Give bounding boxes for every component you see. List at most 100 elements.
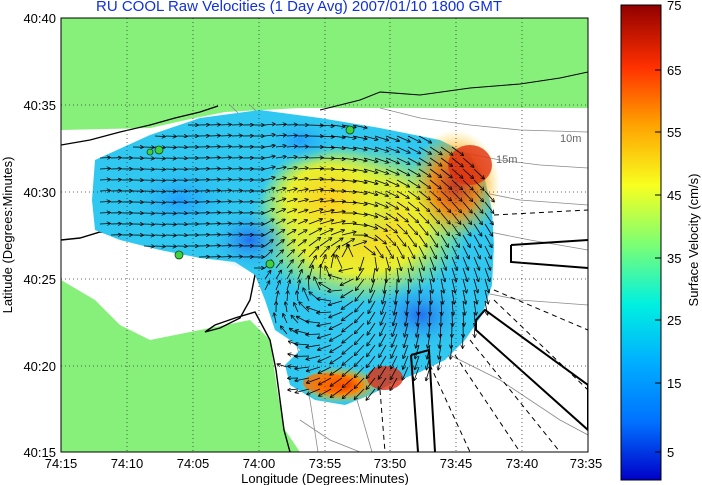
velocity-arrow	[286, 168, 297, 169]
colorbar-tick-label: 45	[667, 188, 681, 203]
colorbar-tick-label: 5	[667, 445, 674, 460]
velocity-arrow	[429, 190, 441, 200]
velocity-arrow	[275, 209, 285, 214]
velocity-arrow	[407, 179, 420, 188]
velocity-arrow	[319, 200, 334, 202]
velocity-arrow	[342, 377, 354, 387]
velocity-arrow	[396, 223, 407, 234]
velocity-arrow	[347, 244, 354, 258]
velocity-arrow	[308, 199, 323, 203]
graticule	[61, 18, 588, 452]
velocity-arrow	[429, 179, 441, 189]
velocity-arrow	[329, 300, 343, 305]
velocity-arrow	[355, 289, 365, 301]
velocity-arrow	[396, 245, 404, 258]
velocity-arrow	[303, 288, 310, 302]
velocity-arrow	[286, 270, 292, 280]
velocity-arrow	[354, 388, 365, 399]
velocity-arrow	[286, 240, 295, 247]
velocity-arrow	[306, 334, 321, 335]
velocity-arrow	[295, 367, 310, 369]
velocity-arrow	[414, 366, 420, 380]
velocity-arrow	[440, 267, 445, 281]
colorbar-tick-label: 65	[667, 63, 681, 78]
velocity-arrow	[429, 234, 437, 247]
velocity-arrow	[379, 355, 387, 368]
velocity-arrow	[275, 146, 286, 147]
velocity-arrow	[342, 311, 354, 320]
velocity-arrow	[418, 190, 430, 200]
velocity-arrow	[440, 168, 452, 178]
velocity-arrow	[275, 240, 284, 247]
velocity-arrow	[385, 223, 397, 233]
velocity-arrow	[297, 220, 307, 225]
colorbar-tick-label: 25	[667, 313, 681, 328]
velocity-arrow	[363, 168, 377, 173]
velocity-arrow	[286, 250, 294, 258]
velocity-arrow	[396, 168, 409, 175]
velocity-arrow	[297, 250, 305, 258]
velocity-arrow	[418, 157, 431, 165]
velocity-arrow	[396, 179, 409, 187]
velocity-arrow	[320, 265, 321, 280]
velocity-arrow	[418, 223, 428, 235]
velocity-arrow	[367, 355, 376, 367]
velocity-arrow	[429, 256, 435, 270]
velocity-arrow	[291, 316, 299, 324]
y-axis: 40:40 40:35 40:30 40:25 40:20 40:15 Lati…	[0, 11, 56, 460]
velocity-arrow	[275, 230, 284, 236]
velocity-arrow	[319, 246, 329, 258]
velocity-arrow	[473, 256, 479, 270]
velocity-arrow	[473, 190, 483, 201]
velocity-arrow	[462, 168, 473, 178]
velocity-arrow	[429, 146, 442, 155]
velocity-arrow	[473, 223, 482, 236]
velocity-arrow	[440, 212, 450, 224]
velocity-arrow	[297, 210, 307, 214]
velocity-arrow	[308, 125, 323, 126]
velocity-arrow	[391, 355, 398, 369]
velocity-arrow	[356, 278, 365, 290]
velocity-arrow	[319, 220, 333, 225]
velocity-arrow	[392, 333, 398, 347]
velocity-arrow	[452, 311, 453, 326]
velocity-arrow	[297, 291, 298, 302]
velocity-arrow	[473, 212, 482, 224]
velocity-arrow	[439, 344, 442, 359]
x-tick-label: 73:35	[570, 456, 603, 471]
velocity-arrow	[385, 179, 399, 186]
velocity-arrow	[275, 199, 285, 203]
velocity-arrow	[339, 267, 354, 271]
velocity-arrow	[308, 228, 321, 236]
velocity-arrow	[286, 199, 297, 203]
velocity-arrow	[385, 212, 398, 221]
velocity-arrow	[430, 289, 431, 304]
velocity-arrow	[484, 190, 494, 202]
x-tick-label: 73:40	[506, 456, 539, 471]
colorbar: 75 65 55 45 35 25 15 5 Surface Velocity …	[620, 0, 701, 481]
velocity-arrow	[473, 300, 476, 315]
velocity-arrow	[429, 201, 440, 212]
long-island-shore	[319, 71, 588, 111]
velocity-arrow	[429, 245, 436, 258]
velocity-arrow	[286, 280, 290, 291]
velocity-arrow	[428, 333, 431, 348]
velocity-arrow	[286, 178, 297, 180]
map-title-text: RU COOL Raw Velocities (1 Day Avg) 2007/…	[95, 0, 503, 15]
velocity-arrow	[286, 189, 297, 192]
velocity-arrow	[341, 180, 356, 182]
velocity-arrow	[428, 322, 430, 337]
velocity-arrow	[395, 289, 397, 304]
velocity-arrow	[473, 278, 478, 292]
velocity-arrow	[330, 230, 344, 236]
velocity-arrow	[341, 135, 356, 138]
velocity-arrow	[363, 212, 377, 217]
velocity-arrow	[308, 276, 309, 291]
velocity-arrow	[440, 157, 452, 166]
velocity-arrow	[484, 278, 489, 292]
velocity-arrow	[363, 146, 378, 151]
velocity-arrow	[462, 278, 467, 293]
velocity-arrow	[404, 322, 409, 337]
velocity-arrow	[306, 321, 321, 323]
